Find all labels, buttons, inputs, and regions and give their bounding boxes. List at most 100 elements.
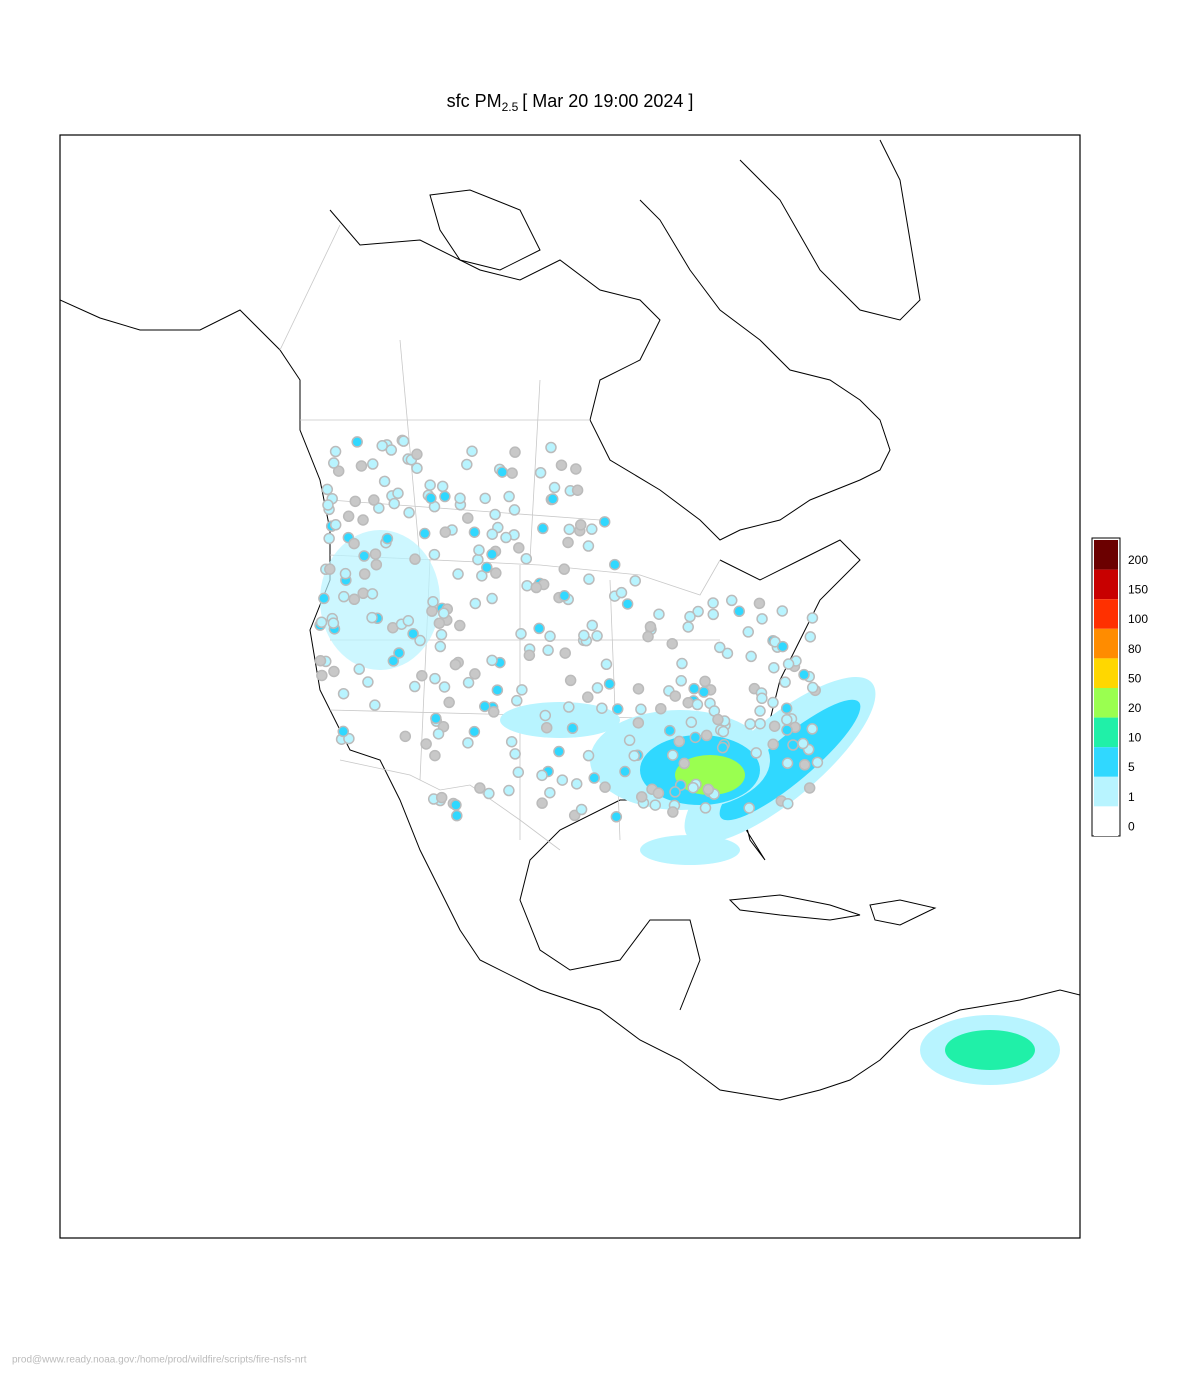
legend-swatch: [1094, 540, 1118, 570]
station: [505, 735, 518, 748]
station: [339, 567, 352, 580]
station: [582, 749, 595, 762]
station: [454, 492, 466, 504]
legend-label: 50: [1128, 671, 1142, 685]
station: [329, 445, 342, 458]
station: [337, 725, 350, 738]
station: [491, 684, 504, 696]
station: [666, 637, 678, 650]
station: [586, 523, 598, 535]
station: [542, 644, 554, 657]
station: [707, 597, 719, 609]
title-main: sfc PM: [447, 91, 502, 111]
station: [324, 563, 336, 575]
station: [742, 626, 754, 638]
station: [472, 553, 484, 566]
station: [570, 778, 583, 790]
station: [478, 700, 491, 713]
station: [469, 597, 482, 610]
station: [450, 799, 462, 811]
legend-label: 5: [1128, 760, 1135, 774]
legend-swatch: [1094, 569, 1118, 600]
legend-swatch: [1094, 747, 1118, 777]
station: [479, 492, 491, 505]
station: [469, 668, 481, 680]
station: [628, 749, 640, 762]
station: [575, 803, 588, 816]
legend-label: 200: [1128, 553, 1148, 567]
station: [429, 749, 441, 762]
station: [376, 440, 388, 452]
station: [574, 519, 587, 531]
station: [316, 669, 328, 682]
station: [357, 514, 369, 526]
station: [483, 787, 495, 800]
station: [699, 675, 711, 688]
station: [669, 690, 682, 702]
station: [402, 615, 415, 627]
station: [582, 691, 594, 703]
station: [509, 748, 521, 760]
station: [508, 504, 521, 516]
station: [435, 791, 448, 804]
station: [586, 619, 598, 632]
station: [438, 607, 450, 620]
station: [451, 809, 463, 822]
station: [615, 586, 628, 599]
station: [362, 676, 374, 688]
station: [429, 672, 441, 685]
station: [635, 703, 647, 716]
station: [403, 506, 415, 519]
legend-swatch: [1094, 717, 1118, 748]
station: [754, 705, 766, 717]
station: [537, 522, 549, 535]
station: [678, 757, 690, 770]
station: [392, 487, 404, 500]
legend-swatch: [1094, 688, 1118, 718]
station: [462, 512, 474, 524]
station: [553, 745, 565, 758]
station: [315, 616, 328, 628]
station: [603, 678, 616, 690]
station: [327, 617, 340, 629]
station: [424, 479, 436, 491]
station: [712, 713, 724, 726]
station: [675, 675, 687, 687]
station: [725, 594, 738, 607]
station: [370, 558, 383, 571]
station: [536, 769, 548, 782]
legend-label: 80: [1128, 642, 1142, 656]
station: [500, 531, 512, 544]
station: [548, 481, 561, 494]
station: [578, 629, 590, 642]
station: [563, 701, 575, 713]
station: [753, 597, 766, 610]
station: [582, 540, 595, 552]
station: [348, 537, 360, 550]
station: [329, 519, 342, 531]
station: [474, 782, 486, 794]
station: [558, 590, 571, 602]
station: [540, 721, 553, 734]
station: [353, 663, 365, 675]
title-subscript: 2.5: [502, 100, 519, 114]
station: [358, 568, 371, 580]
station: [367, 458, 379, 470]
station: [566, 722, 579, 735]
station: [516, 684, 528, 696]
station: [767, 696, 779, 709]
station: [523, 649, 536, 662]
station: [348, 593, 361, 606]
station: [562, 536, 574, 549]
station: [780, 702, 793, 715]
station: [687, 781, 699, 794]
station: [409, 553, 421, 565]
station: [430, 712, 442, 725]
station: [488, 706, 500, 718]
station: [328, 457, 340, 469]
station: [750, 747, 762, 759]
station: [407, 627, 419, 640]
station: [782, 658, 795, 670]
station: [411, 462, 423, 474]
